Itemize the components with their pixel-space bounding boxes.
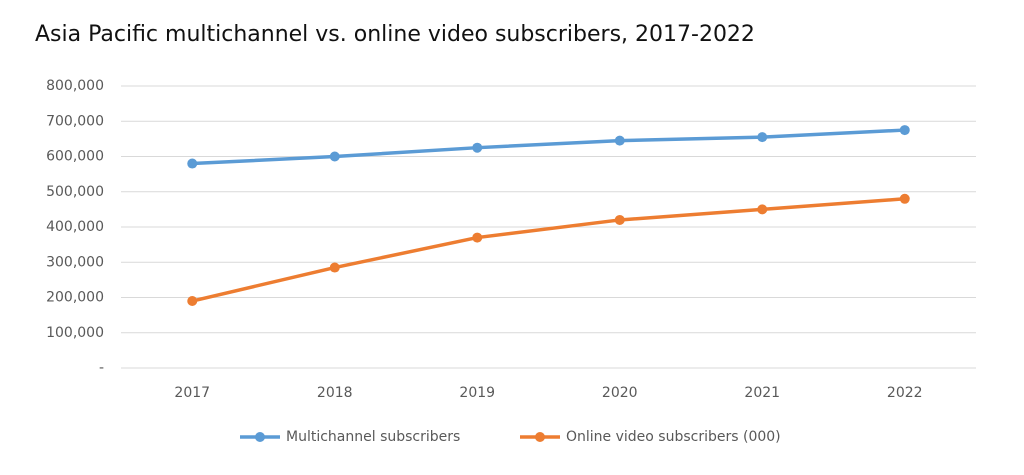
- point: [329, 262, 340, 273]
- chart-title: Asia Pacific multichannel vs. online vid…: [35, 22, 755, 47]
- point: [614, 135, 625, 146]
- y-tick-label: 700,000: [46, 113, 104, 129]
- y-tick-label: 200,000: [46, 290, 104, 306]
- point: [899, 125, 910, 136]
- point: [614, 214, 625, 225]
- y-tick-label: -: [99, 360, 104, 376]
- point: [899, 193, 910, 204]
- point: [472, 142, 483, 153]
- x-tick-label: 2019: [459, 385, 495, 401]
- y-tick-label: 300,000: [46, 254, 104, 270]
- legend-marker: [255, 432, 265, 442]
- series-line: [192, 128, 905, 166]
- y-tick-label: 600,000: [46, 149, 104, 165]
- x-tick-label: 2021: [744, 385, 780, 401]
- legend-marker: [535, 432, 545, 442]
- y-tick-label: 800,000: [46, 78, 104, 94]
- y-tick-label: 100,000: [46, 325, 104, 341]
- legend-label: Multichannel subscribers: [286, 429, 460, 445]
- legend-label: Online video subscribers (000): [566, 429, 781, 445]
- y-tick-label: 500,000: [46, 184, 104, 200]
- point: [757, 204, 768, 215]
- point: [187, 296, 198, 307]
- x-tick-label: 2018: [317, 385, 353, 401]
- y-tick-label: 400,000: [46, 219, 104, 235]
- point: [757, 132, 768, 143]
- x-tick-label: 2020: [602, 385, 638, 401]
- point: [187, 158, 198, 169]
- point: [472, 232, 483, 243]
- series-line: [191, 197, 905, 303]
- x-tick-label: 2022: [887, 385, 923, 401]
- point: [329, 151, 340, 162]
- x-tick-label: 2017: [174, 385, 210, 401]
